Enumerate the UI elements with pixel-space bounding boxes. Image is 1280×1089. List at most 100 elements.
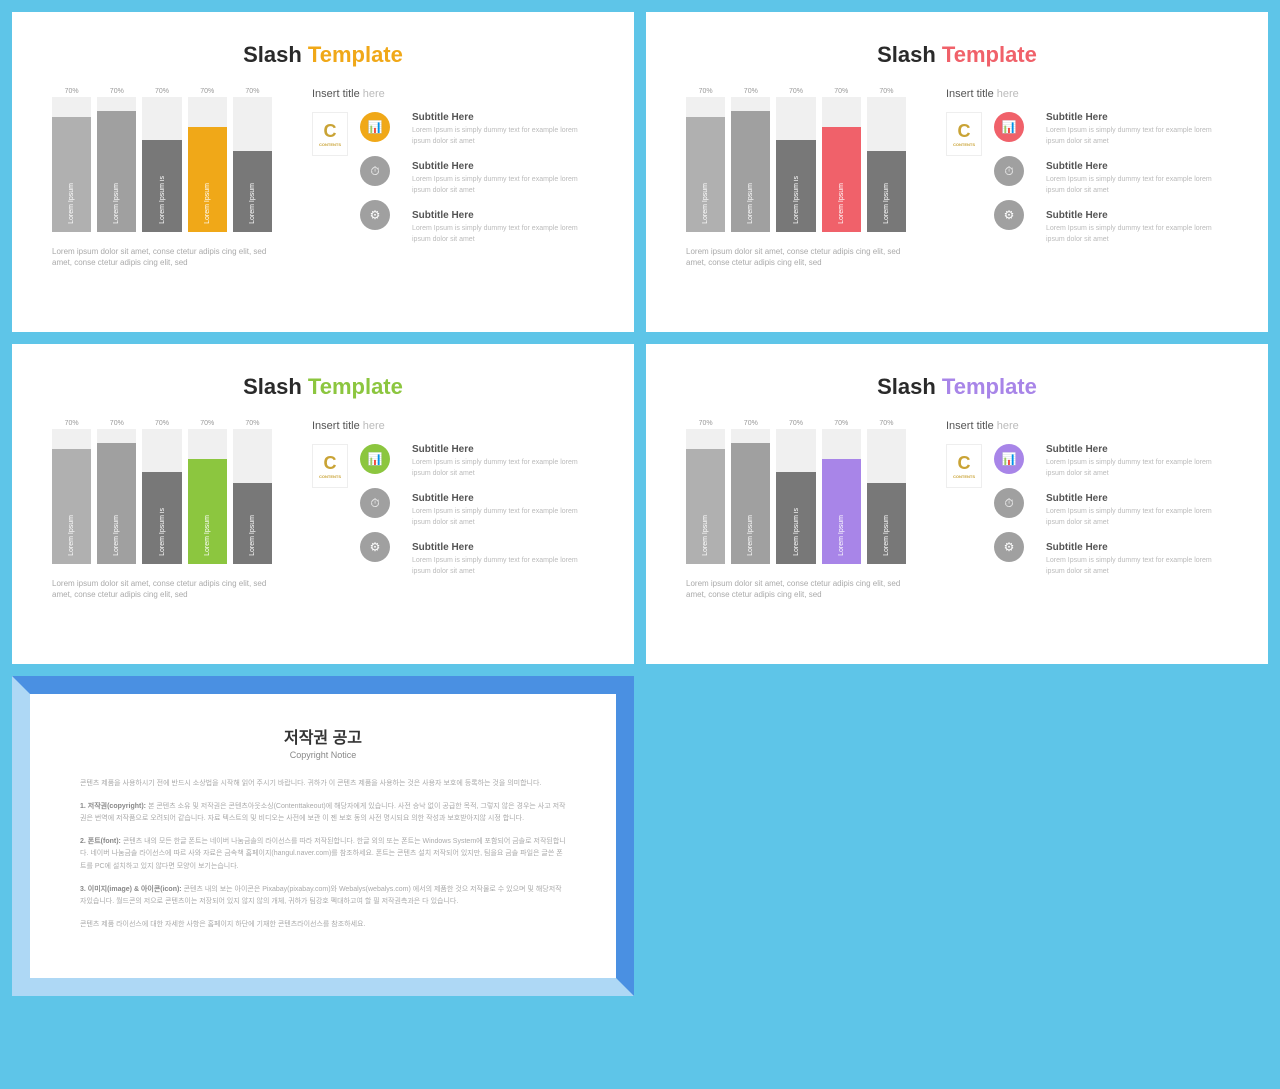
- bar-percent: 70%: [110, 88, 124, 95]
- bar-fill: Lorem Ipsum: [867, 151, 906, 232]
- copyright-slide: 저작권 공고Copyright Notice콘텐츠 제품을 사용하시기 전에 반…: [12, 676, 634, 996]
- bar-label: Lorem Ipsum is: [159, 508, 166, 556]
- bar-fill: Lorem Ipsum: [52, 449, 91, 564]
- bar-percent: 70%: [744, 420, 758, 427]
- slide-title: Slash Template: [686, 374, 1228, 400]
- template-slide: Slash Template70%Lorem Ipsum70%Lorem Ips…: [12, 12, 634, 332]
- bar-label: Lorem Ipsum: [113, 515, 120, 556]
- info-item-title: Subtitle Here: [1046, 161, 1228, 172]
- bar-percent: 70%: [200, 420, 214, 427]
- info-item-text: Lorem Ipsum is simply dummy text for exa…: [412, 458, 594, 479]
- chart-footer-text: Lorem ipsum dolor sit amet, conse ctetur…: [52, 246, 272, 268]
- bar-label: Lorem Ipsum: [883, 183, 890, 224]
- info-icon: ⏱: [994, 488, 1024, 518]
- info-item-text: Lorem Ipsum is simply dummy text for exa…: [1046, 224, 1228, 245]
- bar-column: 70% Lorem Ipsum: [731, 88, 770, 232]
- bar-column: 70% Lorem Ipsum is: [776, 88, 815, 232]
- bar-chart: 70% Lorem Ipsum 70% Lorem Ipsum 70% Lorem Ips…: [686, 420, 906, 600]
- slide-title: Slash Template: [52, 374, 594, 400]
- info-item-text: Lorem Ipsum is simply dummy text for exa…: [412, 507, 594, 528]
- bar-column: 70% Lorem Ipsum: [867, 420, 906, 564]
- info-icon: 📊: [994, 444, 1024, 474]
- bar-label: Lorem Ipsum: [838, 183, 845, 224]
- bar-column: 70% Lorem Ipsum: [867, 88, 906, 232]
- bar-percent: 70%: [879, 420, 893, 427]
- slide-title: Slash Template: [52, 42, 594, 68]
- bar-label: Lorem Ipsum: [249, 183, 256, 224]
- bar-percent: 70%: [245, 88, 259, 95]
- bar-label: Lorem Ipsum: [204, 515, 211, 556]
- bar-label: Lorem Ipsum: [204, 183, 211, 224]
- info-item: Subtitle HereLorem Ipsum is simply dummy…: [412, 161, 594, 196]
- insert-title: Insert title here: [946, 88, 1228, 100]
- copyright-para: 콘텐츠 제품을 사용하시기 전에 반드시 소상법을 시작해 읽어 주시기 바랍니…: [80, 778, 566, 791]
- info-item-text: Lorem Ipsum is simply dummy text for exa…: [1046, 556, 1228, 577]
- bar-fill: Lorem Ipsum is: [142, 140, 181, 232]
- insert-title: Insert title here: [946, 420, 1228, 432]
- info-item-text: Lorem Ipsum is simply dummy text for exa…: [412, 556, 594, 577]
- bar-column: 70%Lorem Ipsum: [52, 88, 91, 232]
- bar-fill: Lorem Ipsum: [686, 117, 725, 232]
- chart-footer-text: Lorem ipsum dolor sit amet, conse ctetur…: [52, 578, 272, 600]
- bar-percent: 70%: [834, 88, 848, 95]
- bar-label: Lorem Ipsum: [747, 515, 754, 556]
- info-item-text: Lorem Ipsum is simply dummy text for exa…: [1046, 458, 1228, 479]
- copyright-para: 1. 저작권(copyright): 본 콘텐츠 소유 및 저작권은 콘텐츠아웃…: [80, 801, 566, 826]
- bar-column: 70% Lorem Ipsum: [822, 88, 861, 232]
- info-icon: ⚙: [360, 200, 390, 230]
- contents-logo: CCONTENTS: [312, 444, 348, 488]
- copyright-subtitle: Copyright Notice: [80, 750, 566, 760]
- info-item-title: Subtitle Here: [412, 444, 594, 455]
- bar-percent: 70%: [744, 88, 758, 95]
- insert-title: Insert title here: [312, 420, 594, 432]
- info-icon: ⏱: [994, 156, 1024, 186]
- bar-fill: Lorem Ipsum: [188, 459, 227, 564]
- bar-label: Lorem Ipsum: [883, 515, 890, 556]
- bar-label: Lorem Ipsum: [68, 183, 75, 224]
- info-item: Subtitle HereLorem Ipsum is simply dummy…: [1046, 493, 1228, 528]
- bar-label: Lorem Ipsum: [113, 183, 120, 224]
- bar-fill: Lorem Ipsum: [731, 111, 770, 233]
- bar-percent: 70%: [789, 88, 803, 95]
- bar-percent: 70%: [789, 420, 803, 427]
- bar-label: Lorem Ipsum is: [793, 508, 800, 556]
- bar-fill: Lorem Ipsum: [97, 443, 136, 565]
- info-item-title: Subtitle Here: [412, 493, 594, 504]
- bar-column: 70%Lorem Ipsum: [822, 420, 861, 564]
- template-slide: Slash Template 70% Lorem Ipsum 70% Lorem Ips…: [646, 12, 1268, 332]
- info-item: Subtitle Here Lorem Ipsum is simply dummy…: [1046, 444, 1228, 479]
- info-icon: 📊: [360, 112, 390, 142]
- info-icon: ⚙: [360, 532, 390, 562]
- info-item: Subtitle HereLorem Ipsum is simply dummy…: [412, 112, 594, 147]
- info-icon: ⏱: [360, 156, 390, 186]
- bar-chart: 70% Lorem Ipsum 70% Lorem Ipsum 70% Lorem Ips…: [52, 420, 272, 600]
- bar-label: Lorem Ipsum is: [793, 176, 800, 224]
- bar-fill: Lorem Ipsum: [233, 151, 272, 232]
- bar-chart: 70% Lorem Ipsum 70% Lorem Ipsum 70% Lorem Ips…: [686, 88, 906, 268]
- bar-fill: Lorem Ipsum: [822, 127, 861, 232]
- bar-percent: 70%: [879, 88, 893, 95]
- contents-logo: CCONTENTS: [946, 444, 982, 488]
- info-icon: ⏱: [360, 488, 390, 518]
- info-item: Subtitle HereLorem Ipsum is simply dummy…: [412, 542, 594, 577]
- slide-title: Slash Template: [686, 42, 1228, 68]
- chart-footer-text: Lorem ipsum dolor sit amet, conse ctetur…: [686, 246, 906, 268]
- bar-label: Lorem Ipsum: [702, 183, 709, 224]
- copyright-para: 3. 이미지(image) & 아이콘(icon): 콘텐츠 내의 보는 아이콘…: [80, 884, 566, 909]
- bar-percent: 70%: [65, 420, 79, 427]
- bar-column: 70% Lorem Ipsum: [52, 420, 91, 564]
- bar-percent: 70%: [110, 420, 124, 427]
- info-item-text: Lorem Ipsum is simply dummy text for exa…: [1046, 126, 1228, 147]
- info-item-text: Lorem Ipsum is simply dummy text for exa…: [1046, 175, 1228, 196]
- contents-logo: CCONTENTS: [946, 112, 982, 156]
- bar-label: Lorem Ipsum: [747, 183, 754, 224]
- info-item-title: Subtitle Here: [1046, 493, 1228, 504]
- bar-fill: Lorem Ipsum is: [142, 472, 181, 564]
- info-icon: 📊: [360, 444, 390, 474]
- info-item: Subtitle Here Lorem Ipsum is simply dummy…: [1046, 161, 1228, 196]
- info-item-title: Subtitle Here: [1046, 444, 1228, 455]
- chart-footer-text: Lorem ipsum dolor sit amet, conse ctetur…: [686, 578, 906, 600]
- contents-logo: CCONTENTS: [312, 112, 348, 156]
- bar-percent: 70%: [155, 88, 169, 95]
- bar-chart: 70%Lorem Ipsum70%Lorem Ipsum70%Lorem Ips…: [52, 88, 272, 268]
